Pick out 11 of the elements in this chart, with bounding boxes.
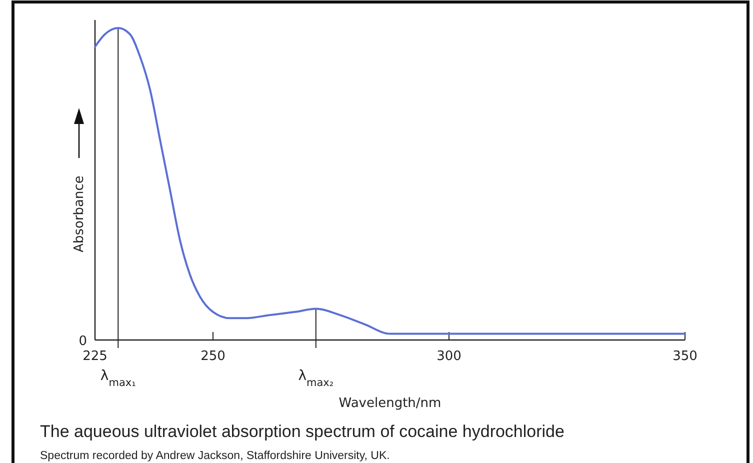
ref-line-label: λ$_{max₁}$ [100,368,136,389]
y-axis-title: Absorbance [72,176,87,252]
text: 0 [78,334,87,349]
x-tick-label: 350 [672,349,698,364]
ref-line-label: λ$_{max₂}$ [298,368,334,389]
x-axis-title: Wavelength/nm [338,396,442,411]
x-tick-label: 300 [436,349,462,364]
x-tick-label: 225 [82,349,108,364]
text: The aqueous ultraviolet absorption spectrum of cocaine hydrochloride [40,422,564,441]
text: Spectrum recorded by Andrew Jackson, Staffordshire University, UK. [40,450,390,462]
x-tick-label: 250 [200,349,226,364]
